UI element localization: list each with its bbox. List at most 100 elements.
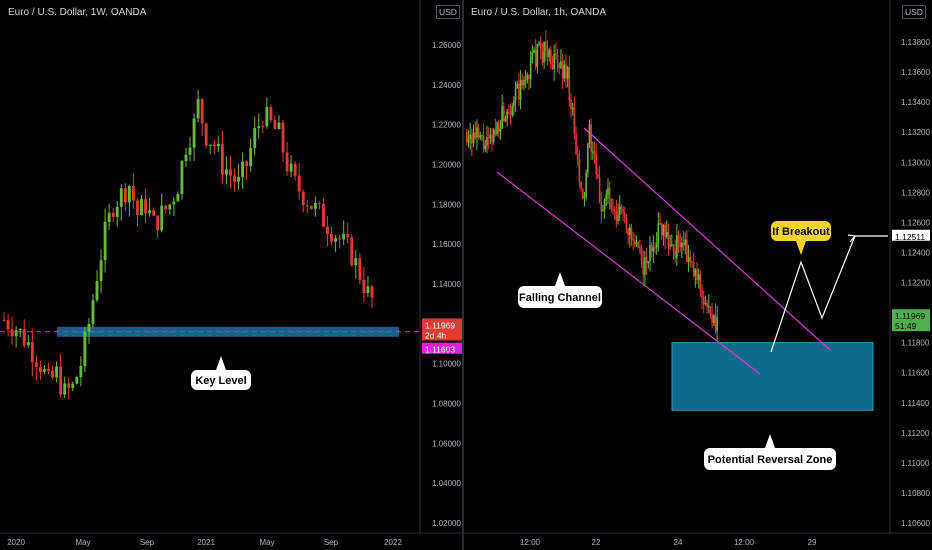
- candle-body: [55, 366, 59, 378]
- candle-body: [330, 234, 333, 242]
- candle-body: [38, 366, 42, 372]
- candle-body: [467, 139, 470, 143]
- candle-body: [660, 223, 663, 236]
- y-tick-label: 1.10600: [901, 519, 930, 528]
- candle-body: [479, 135, 482, 138]
- candle-body: [176, 193, 180, 202]
- candle-body: [136, 200, 139, 216]
- candle-body: [590, 124, 592, 153]
- candle-body: [684, 239, 687, 246]
- x-tick-label: 2022: [384, 538, 402, 547]
- candle-body: [632, 239, 634, 241]
- y-tick-label: 1.14000: [432, 280, 461, 289]
- x-tick-label: May: [75, 538, 90, 547]
- candle-body: [253, 128, 257, 149]
- y-tick-label: 1.12800: [901, 188, 930, 197]
- candle-body: [261, 126, 265, 128]
- candle-body: [508, 111, 510, 114]
- candle-body: [623, 212, 626, 218]
- candle-body: [696, 269, 698, 280]
- candle-body: [486, 137, 488, 146]
- candle-body: [635, 242, 638, 245]
- candle-body: [192, 118, 196, 148]
- currency-button[interactable]: USD: [436, 5, 460, 19]
- candle-body: [484, 145, 487, 150]
- candle-body: [553, 53, 555, 70]
- candle-body: [679, 242, 681, 248]
- y-tick-label: 1.20000: [432, 161, 461, 170]
- candle-body: [602, 209, 604, 212]
- candle-body: [358, 258, 362, 280]
- last-price-tag-text: 2d 4h: [425, 330, 447, 340]
- x-tick-label: 29: [808, 538, 817, 547]
- candle-body: [200, 99, 204, 124]
- candle-body: [671, 244, 673, 246]
- candle-body: [665, 231, 668, 238]
- hourly-chart-canvas[interactable]: 1.13800 1.13600 1.13400 1.13200 1.13000 1.128…: [464, 0, 932, 550]
- candle-body: [79, 365, 83, 377]
- weekly-chart-canvas[interactable]: 1.26000 1.24000 1.22000 1.20000 1.18000 1.160…: [0, 0, 462, 550]
- candle-body: [241, 161, 245, 177]
- candle-body: [659, 223, 661, 225]
- candle-body: [707, 306, 710, 308]
- candle-body: [642, 260, 645, 275]
- y-tick-label: 1.08000: [432, 400, 461, 409]
- candle-body: [702, 297, 705, 305]
- candle-body: [342, 233, 346, 240]
- candle-body: [494, 129, 497, 135]
- y-tick-label: 1.13800: [901, 38, 930, 47]
- candle-body: [709, 306, 712, 316]
- weekly-chart-pane[interactable]: 1.26000 1.24000 1.22000 1.20000 1.18000 1.160…: [0, 0, 462, 550]
- candle-body: [322, 203, 325, 227]
- candle-body: [578, 158, 581, 182]
- candle-body: [148, 210, 152, 214]
- candle-body: [539, 42, 542, 52]
- candle-body: [714, 315, 717, 332]
- candle-body: [119, 188, 123, 207]
- y-tick-label: 1.18000: [432, 200, 461, 209]
- candle-body: [172, 201, 176, 205]
- candle-body: [581, 189, 584, 199]
- candle-body: [492, 129, 495, 143]
- breakout-callout-box: [771, 221, 831, 241]
- last-price-tag-text: 51:49: [895, 321, 917, 331]
- candle-body: [519, 80, 522, 100]
- y-tick-label: 1.12200: [901, 279, 930, 288]
- candle-body: [585, 172, 587, 198]
- falling-channel-callout-pointer: [555, 272, 565, 286]
- key-level-callout-pointer: [216, 356, 226, 370]
- candle-body: [466, 132, 468, 143]
- breakout-path: [770, 235, 888, 353]
- candle-body: [30, 342, 34, 363]
- candle-body: [533, 49, 535, 53]
- candle-body: [289, 163, 293, 172]
- candle-body: [103, 221, 107, 261]
- candle-body: [701, 291, 703, 298]
- candle-body: [156, 215, 160, 231]
- candle-body: [652, 247, 655, 252]
- candle-body: [487, 137, 490, 139]
- candle-body: [144, 198, 147, 214]
- candle-body: [269, 106, 273, 121]
- candle-body: [575, 133, 577, 155]
- candle-body: [140, 198, 143, 216]
- candle-body: [249, 148, 253, 167]
- reversal-zone-callout-text: Potential Reversal Zone: [708, 454, 833, 466]
- candle-body: [83, 331, 87, 366]
- candle-body: [529, 59, 532, 80]
- hourly-chart-pane[interactable]: 1.13800 1.13600 1.13400 1.13200 1.13000 1.128…: [464, 0, 932, 550]
- key-level-tag-text: 1.11603: [425, 345, 455, 355]
- candle-body: [273, 120, 277, 129]
- y-tick-label: 1.13000: [901, 158, 930, 167]
- candle-body: [51, 370, 54, 378]
- candle-body: [75, 376, 79, 384]
- candle-body: [496, 122, 498, 135]
- pane-divider[interactable]: [462, 0, 464, 550]
- candle-body: [67, 383, 71, 388]
- x-tick-label: Sep: [324, 538, 339, 547]
- currency-button[interactable]: USD: [902, 5, 926, 19]
- y-tick-label: 1.10800: [901, 489, 930, 498]
- candle-body: [481, 135, 483, 137]
- candle-body: [672, 244, 675, 252]
- key-level-tag-bg: [422, 342, 462, 354]
